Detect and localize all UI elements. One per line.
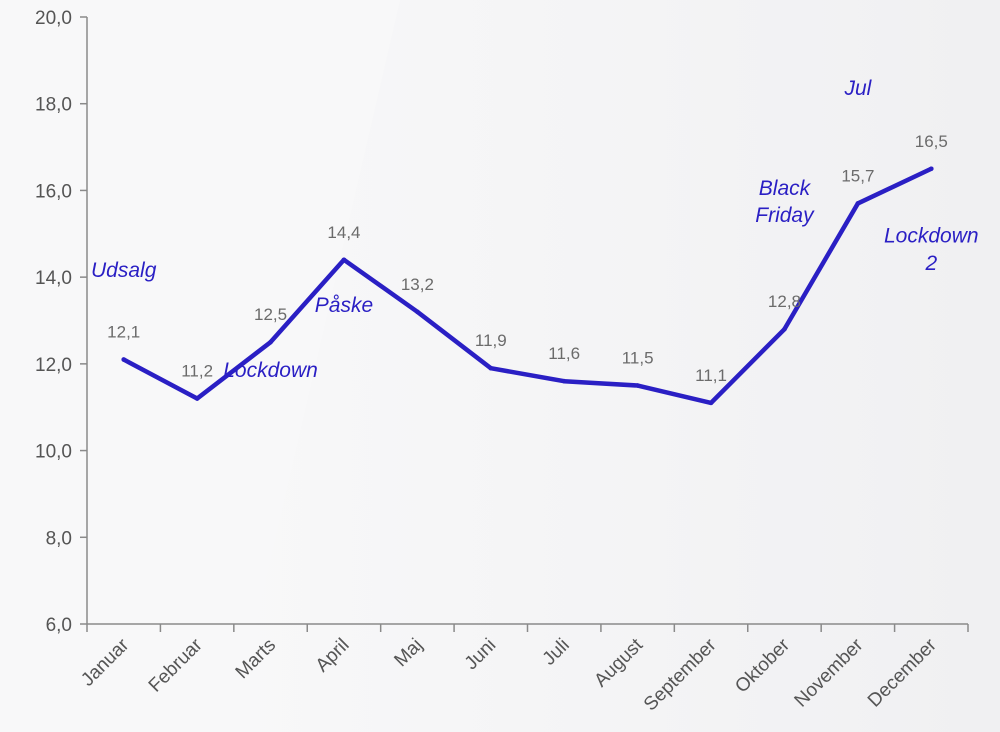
series: [121, 166, 934, 406]
y-tick-label: 6,0: [46, 615, 72, 636]
annotation-label: Black Friday: [755, 177, 815, 227]
data-label: 12,5: [254, 305, 287, 324]
y-tick-label: 10,0: [35, 442, 72, 463]
y-tick-label: 18,0: [35, 95, 72, 116]
data-label: 11,2: [181, 362, 213, 381]
y-tick-label: 8,0: [46, 528, 72, 549]
data-label: 11,1: [695, 366, 727, 385]
data-point: [268, 339, 273, 345]
annotation-line: Friday: [755, 204, 815, 227]
data-point: [782, 326, 787, 332]
annotation-label: Lockdown: [223, 359, 318, 382]
background-panel: [230, 0, 1000, 732]
data-label: 14,4: [327, 223, 360, 242]
data-point: [561, 378, 567, 384]
y-tick-label: 12,0: [35, 355, 72, 376]
y-tick-label: 16,0: [35, 181, 72, 202]
series-line: [121, 166, 934, 406]
data-point: [121, 357, 127, 362]
annotation-label: Påske: [315, 294, 373, 317]
data-point: [855, 201, 861, 206]
data-point: [708, 400, 714, 406]
y-tick-label: 14,0: [35, 268, 72, 289]
data-label: 16,5: [915, 132, 948, 151]
data-point: [194, 396, 200, 401]
annotation-line: Påske: [315, 294, 373, 317]
data-label: 13,2: [401, 275, 434, 294]
annotation-line: Black: [759, 177, 812, 200]
data-point: [341, 257, 347, 263]
annotation-line: Lockdown: [884, 224, 979, 247]
data-label: 15,7: [841, 166, 874, 185]
y-tick-label: 20,0: [35, 8, 72, 29]
annotation-label: Jul: [843, 77, 872, 100]
annotation-line: Lockdown: [223, 359, 318, 382]
data-labels: 12,1 11,2 12,5 14,4 13,2 11,9 11,6 11,5 11,1 12,8…: [107, 132, 948, 385]
data-label: 11,5: [622, 349, 654, 368]
data-point: [928, 166, 934, 172]
data-label: 12,1: [107, 323, 140, 342]
annotation-line: Udsalg: [91, 259, 157, 282]
data-point: [635, 383, 640, 388]
data-label: 12,8: [768, 292, 801, 311]
annotations: Udsalg Lockdown Påske Black Friday Jul Lockdow…: [91, 77, 979, 382]
annotation-line: 2: [924, 252, 937, 275]
data-point: [415, 309, 420, 315]
data-label: 11,9: [475, 331, 507, 350]
data-point: [488, 365, 494, 371]
y-ticks: 6,0 8,0 10,0 12,0 14,0 16,0 18,0 20,0: [35, 8, 87, 636]
data-label: 11,6: [548, 344, 580, 363]
annotation-line: Jul: [843, 77, 872, 100]
annotation-label: Lockdown 2: [884, 224, 979, 274]
annotation-label: Udsalg: [91, 259, 157, 282]
